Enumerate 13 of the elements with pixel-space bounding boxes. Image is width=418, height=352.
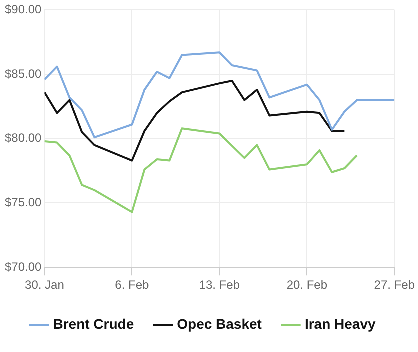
y-tick-label: $80.00 — [5, 131, 42, 146]
x-tick-label: 20. Feb — [286, 278, 328, 292]
x-tick-label: 27. Feb — [374, 278, 416, 292]
x-tick-label: 30. Jan — [25, 278, 64, 292]
legend-label: Opec Basket — [177, 316, 262, 332]
x-tick-label: 6. Feb — [115, 278, 150, 292]
y-tick-label: $70.00 — [5, 260, 42, 274]
legend-label: Brent Crude — [53, 316, 134, 332]
y-tick-label: $90.00 — [5, 2, 42, 17]
y-tick-label: $85.00 — [5, 66, 42, 81]
y-tick-label: $75.00 — [5, 196, 42, 210]
x-tick-label: 13. Feb — [199, 278, 240, 292]
legend-label: Iran Heavy — [304, 316, 376, 332]
